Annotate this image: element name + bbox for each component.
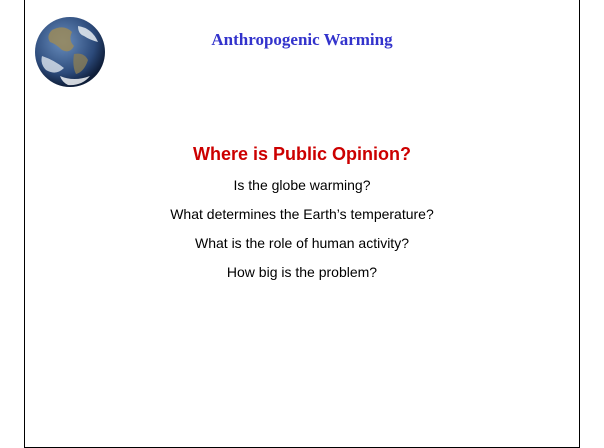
question-item: What is the role of human activity? [0, 234, 604, 263]
globe-image [34, 16, 106, 88]
question-list: Is the globe warming?What determines the… [0, 176, 604, 292]
question-item: Is the globe warming? [0, 176, 604, 205]
slide-title: Anthropogenic Warming [0, 30, 604, 50]
question-item: How big is the problem? [0, 263, 604, 292]
slide-heading: Where is Public Opinion? [0, 144, 604, 165]
page: Anthropogenic Warming Where is Public Op… [0, 0, 604, 443]
question-item: What determines the Earth’s temperature? [0, 205, 604, 234]
